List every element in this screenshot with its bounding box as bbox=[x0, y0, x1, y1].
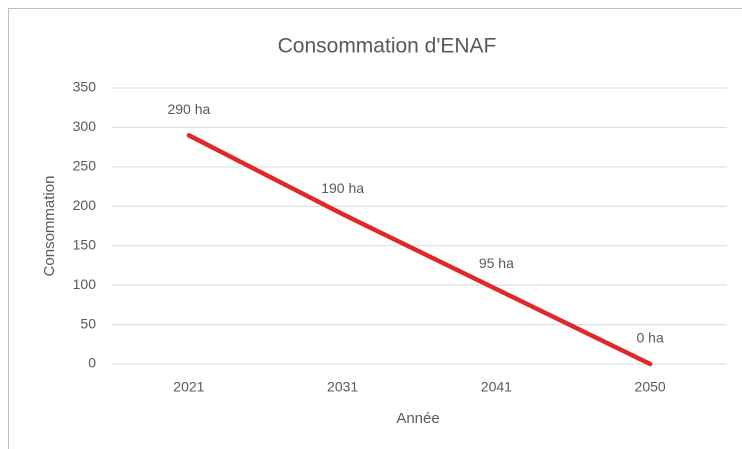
x-axis-label: Année bbox=[396, 410, 439, 427]
y-tick-label: 200 bbox=[73, 197, 97, 213]
data-label: 290 ha bbox=[167, 101, 210, 117]
data-label: 0 ha bbox=[637, 330, 664, 346]
data-label: 190 ha bbox=[321, 180, 364, 196]
x-tick-label: 2031 bbox=[327, 379, 358, 395]
data-label: 95 ha bbox=[479, 255, 514, 271]
y-tick-label: 300 bbox=[73, 118, 97, 134]
y-tick-label: 150 bbox=[73, 236, 97, 252]
data-line bbox=[186, 133, 653, 367]
y-tick-label: 0 bbox=[88, 355, 96, 371]
y-tick-label: 100 bbox=[73, 276, 97, 292]
y-tick-label: 350 bbox=[73, 79, 97, 95]
y-tick-label: 250 bbox=[73, 158, 97, 174]
x-tick-label: 2050 bbox=[635, 379, 666, 395]
chart-title: Consommation d'ENAF bbox=[278, 35, 497, 58]
x-tick-label: 2041 bbox=[481, 379, 512, 395]
x-tick-label: 2021 bbox=[173, 379, 204, 395]
y-axis-label: Consommation bbox=[41, 176, 58, 277]
y-tick-label: 50 bbox=[80, 315, 96, 331]
